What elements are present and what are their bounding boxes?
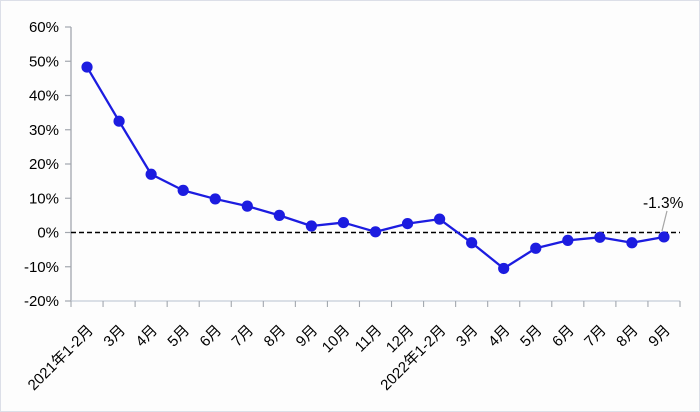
data-point (81, 61, 93, 73)
annotation-leader-line (661, 210, 668, 232)
x-axis-label: 8月 (613, 322, 642, 351)
x-axis-label: 10月 (319, 322, 353, 356)
data-point (594, 231, 606, 243)
data-point (626, 237, 638, 249)
x-axis-label: 6月 (549, 322, 578, 351)
y-tick-label: -20% (24, 293, 59, 310)
data-point (658, 231, 670, 243)
x-axis-label: 8月 (261, 322, 290, 351)
x-axis-label: 6月 (197, 322, 226, 351)
data-point (498, 262, 510, 275)
y-tick-label: 10% (29, 190, 59, 207)
x-axis-label: 7月 (229, 322, 258, 351)
data-point (209, 193, 221, 205)
y-tick-label: -10% (24, 259, 59, 276)
y-tick-label: 30% (29, 122, 59, 139)
annotation-label: -1.3% (643, 195, 684, 212)
x-axis-label: 9月 (645, 322, 674, 351)
data-series-line (85, 65, 666, 270)
data-point (466, 237, 478, 249)
data-point (241, 200, 253, 212)
data-point (273, 209, 285, 221)
data-point (113, 115, 125, 127)
x-axis-label: 7月 (581, 322, 610, 351)
data-point (177, 184, 189, 196)
y-tick-label: 20% (29, 156, 59, 173)
x-axis-label: 3月 (453, 322, 482, 351)
data-point (305, 220, 317, 232)
data-point (145, 168, 157, 180)
x-axis-label: 4月 (485, 322, 514, 351)
x-axis-label: 11月 (352, 322, 386, 356)
data-point (337, 216, 350, 229)
x-axis-label: 3月 (100, 322, 129, 351)
y-tick-label: 0% (37, 225, 59, 242)
data-point (434, 213, 446, 225)
y-tick-label: 60% (29, 19, 59, 36)
x-axis-label: 4月 (132, 322, 161, 351)
data-point (401, 217, 414, 230)
data-point (530, 242, 542, 254)
x-axis-label: 5月 (164, 322, 193, 351)
data-point (369, 226, 382, 238)
x-axis-label: 9月 (293, 322, 322, 351)
x-axis-label: 2021年1-2月 (25, 322, 97, 394)
y-tick-label: 40% (29, 88, 59, 105)
x-axis-label: 5月 (517, 322, 546, 351)
y-tick-label: 50% (29, 53, 59, 70)
data-point (562, 234, 574, 246)
